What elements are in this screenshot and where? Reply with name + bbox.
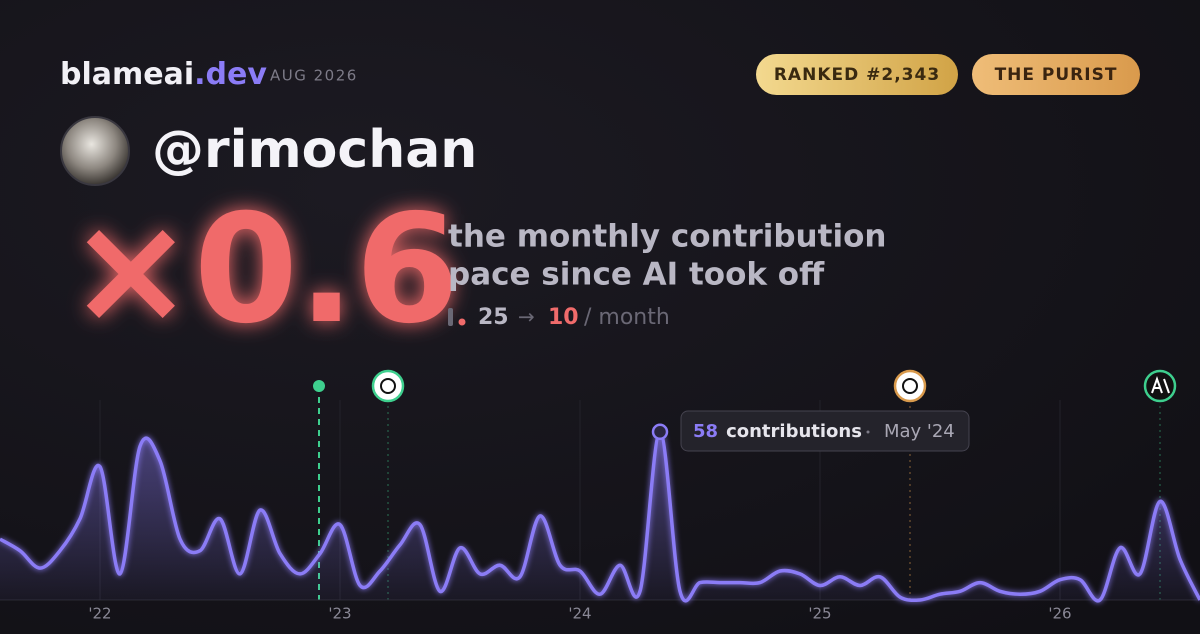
tooltip-text: 58 contributions May '24 (693, 421, 955, 442)
title-badge (972, 54, 1140, 95)
highlight-point (651, 423, 669, 441)
tooltip-date: May '24 (884, 421, 955, 442)
openai-glyph (380, 378, 396, 394)
area (0, 431, 1200, 601)
x-tick-label: '22 (88, 605, 111, 623)
brand-tld: .dev (194, 57, 267, 92)
avatar (60, 116, 130, 186)
x-tick-label: '24 (568, 605, 591, 623)
arrow: → (518, 305, 535, 329)
x-tick-label: '23 (328, 605, 351, 623)
brand: blameai.dev (60, 57, 267, 92)
title-badge-text: THE PURIST (995, 65, 1118, 85)
description-line: the monthly contribution (448, 219, 886, 255)
line (0, 430, 1200, 603)
anthropic-glyph (1151, 376, 1170, 394)
brand-name: blameai (60, 57, 194, 92)
rank-badge (756, 54, 958, 95)
openai-glyph (902, 378, 918, 394)
before-value: 25 (478, 305, 509, 330)
openai-icon (371, 369, 405, 403)
multiplier: ×0.6 (68, 183, 459, 357)
date: AUG 2026 (270, 67, 358, 85)
openai-icon (893, 369, 927, 403)
event-dot (313, 380, 325, 392)
handle: @rimochan (152, 120, 477, 180)
chart: '22 '23 '24 '25 '26 58 contributions May '24 (0, 369, 1200, 623)
tooltip (680, 410, 970, 452)
x-tick-label: '25 (808, 605, 831, 623)
unit: / month (584, 305, 670, 330)
after-value: 10 (548, 305, 579, 330)
before-icon (448, 308, 453, 326)
tooltip-separator (866, 430, 870, 434)
description-line: pace since AI took off (448, 257, 825, 293)
tooltip-label: contributions (726, 421, 862, 442)
x-tick-label: '26 (1048, 605, 1071, 623)
rank-badge-text: RANKED #2,343 (774, 65, 940, 85)
tooltip-value: 58 (693, 421, 718, 442)
after-icon (458, 318, 466, 326)
